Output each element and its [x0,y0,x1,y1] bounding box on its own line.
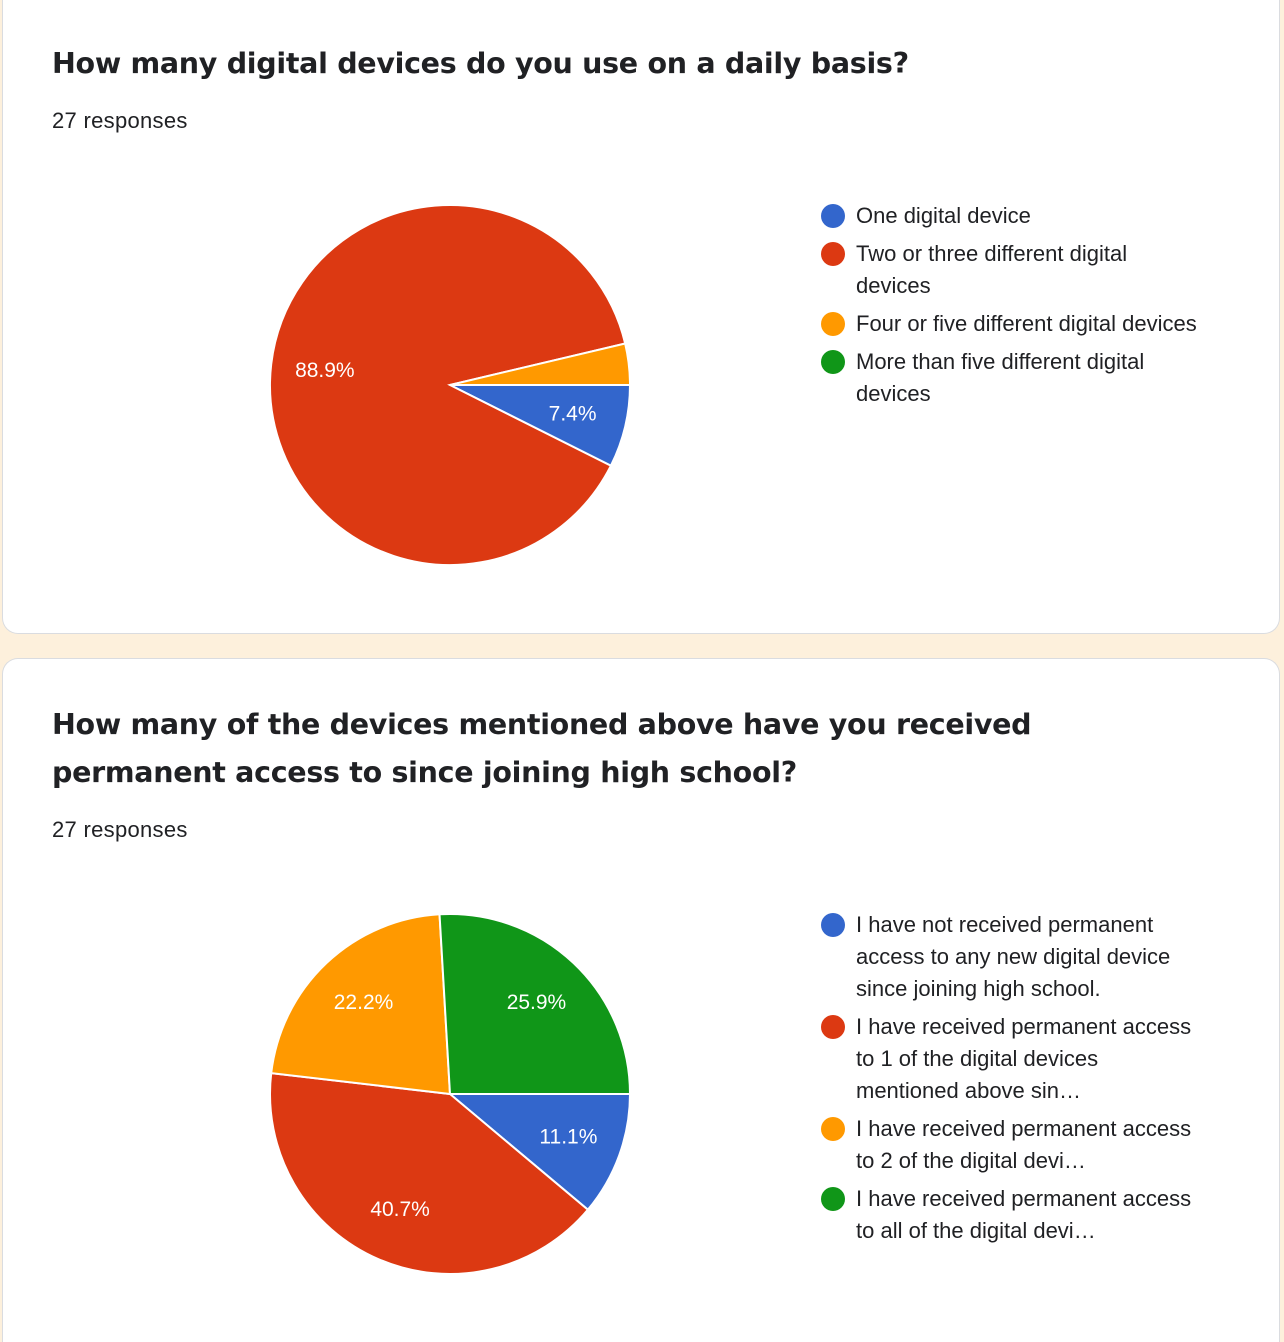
legend-item[interactable]: I have received permanent access to 2 of… [821,1113,1201,1177]
legend-swatch [821,913,845,937]
slice-value-label: 25.9% [507,991,567,1014]
question-card-2: How many of the devices mentioned above … [2,658,1280,1342]
question-2-title: How many of the devices mentioned above … [52,708,1032,789]
legend-item[interactable]: I have not received permanent access to … [821,909,1201,1005]
legend-label: I have not received permanent access to … [856,912,1171,1001]
legend-label: I have received permanent access to all … [856,1186,1192,1243]
question-2-response-count: 27 responses [52,817,188,842]
legend-swatch [821,350,845,374]
legend-item[interactable]: Two or three different digital devices [821,238,1201,302]
legend-swatch [821,312,845,336]
question-1-title: How many digital devices do you use on a… [52,47,909,80]
legend-label: Four or five different digital devices [856,311,1197,336]
question-card-1: How many digital devices do you use on a… [2,0,1280,634]
legend-label: I have received permanent access to 1 of… [856,1014,1192,1103]
pie-slice[interactable] [269,1071,590,1275]
question-2-pie-chart: 11.1% 40.7% 22.2% 25.9% [269,913,632,1275]
question-1-pie-chart: 7.4% 88.9% [269,204,632,566]
legend-label: More than five different digital devices [856,349,1145,406]
question-1-legend: One digital device Two or three differen… [821,200,1201,416]
legend-item[interactable]: One digital device [821,200,1201,232]
slice-value-label: 40.7% [370,1198,430,1221]
slice-value-label: 11.1% [539,1126,597,1149]
slice-value-label: 88.9% [295,359,355,382]
legend-swatch [821,1015,845,1039]
legend-swatch [821,204,845,228]
pie-slice[interactable] [269,204,627,566]
legend-item[interactable]: More than five different digital devices [821,346,1201,410]
legend-label: I have received permanent access to 2 of… [856,1116,1192,1173]
pie-slice[interactable] [270,913,452,1096]
legend-label: Two or three different digital devices [856,241,1128,298]
legend-swatch [821,1117,845,1141]
pie-slice[interactable] [447,1093,632,1212]
question-2-legend: I have not received permanent access to … [821,909,1201,1253]
legend-swatch [821,1187,845,1211]
legend-item[interactable]: I have received permanent access to all … [821,1183,1201,1247]
legend-label: One digital device [856,203,1031,228]
legend-item[interactable]: I have received permanent access to 1 of… [821,1011,1201,1107]
question-1-response-count: 27 responses [52,108,188,133]
slice-value-label: 7.4% [549,403,597,426]
pie-slice[interactable] [438,913,632,1095]
legend-swatch [821,242,845,266]
slice-value-label: 22.2% [334,991,394,1014]
legend-item[interactable]: Four or five different digital devices [821,308,1201,340]
pie-slice[interactable] [449,342,632,386]
